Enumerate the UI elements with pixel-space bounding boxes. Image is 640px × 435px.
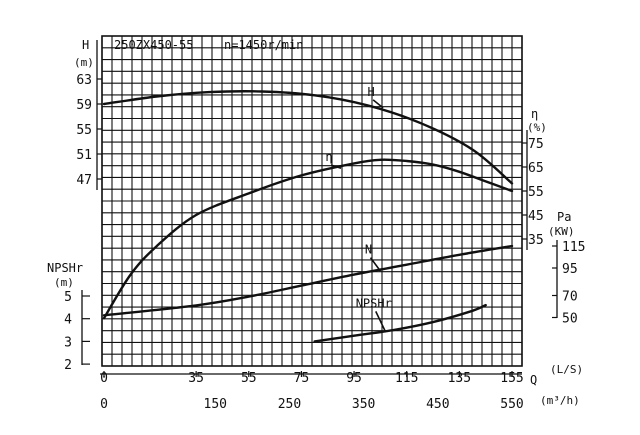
flow-tick-ls: 135 [448,371,471,386]
power-axis-label: Pa [557,210,571,224]
head-curve-label: H [368,85,375,99]
efficiency-label-leader [330,164,342,169]
power-curve [102,244,514,317]
flow-tick-m3h: 150 [204,397,227,412]
flow-axis-label: Q [530,373,537,387]
head-tick: 55 [76,123,92,138]
head-axis-label: H [82,38,89,52]
npshr-tick: 3 [64,335,72,350]
npshr-axis-label: NPSHr [47,261,83,275]
chart-title: 250ZX450-55 [114,38,193,52]
efficiency-tick: 45 [528,209,544,224]
power-curve-label: N [365,243,372,257]
power-tick: 95 [562,262,578,277]
head-tick: 63 [76,73,92,88]
head-tick: 51 [76,148,92,163]
head-label-leader [372,99,384,109]
power-tick: 70 [562,290,578,305]
efficiency-axis-unit: (%) [527,121,547,134]
efficiency-axis-label: η [531,107,538,121]
head-tick: 47 [76,173,92,188]
efficiency-tick: 65 [528,161,544,176]
head-axis-unit: (m) [74,56,94,69]
flow-tick-ls: 115 [395,371,418,386]
efficiency-tick: 55 [528,185,544,200]
flow-tick-m3h: 250 [278,397,301,412]
efficiency-tick: 75 [528,137,544,152]
npshr-curve-label: NPSHr [356,296,392,310]
flow-tick-ls: 155 [500,371,523,386]
flow-axis-unit-m3h: (m³/h) [540,394,580,407]
chart-subtitle: n=1450r/min [224,38,303,52]
npshr-tick: 2 [64,358,72,373]
flow-tick-m3h: 550 [500,397,523,412]
flow-tick-m3h: 450 [426,397,449,412]
flow-tick-ls: 95 [346,371,362,386]
power-tick: 115 [562,240,585,255]
flow-tick-ls: 35 [188,371,204,386]
chart-axes [81,40,558,377]
efficiency-curve [102,158,514,320]
power-axis-unit: (KW) [548,225,575,238]
flow-tick-ls: 55 [241,371,257,386]
flow-tick-m3h: 0 [100,397,108,412]
curve-labels: Hη N NPSHr [325,85,392,333]
flow-axis-unit-ls: (L/S) [550,363,583,376]
efficiency-curve-label: η [325,150,332,164]
plot-frame [101,35,523,367]
head-curve [102,90,514,185]
flow-tick-ls: 0 [100,371,108,386]
npshr-axis-unit: (m) [54,276,74,289]
efficiency-tick: 35 [528,233,544,248]
npshr-label-leader [375,311,387,333]
npshr-curve [313,303,487,343]
flow-tick-m3h: 350 [352,397,375,412]
npshr-tick: 5 [64,290,72,305]
performance-curves [102,90,514,343]
power-tick: 50 [562,312,578,327]
power-label-leader [369,257,382,272]
head-tick: 59 [76,98,92,113]
npshr-tick: 4 [64,313,72,328]
flow-tick-ls: 75 [294,371,310,386]
